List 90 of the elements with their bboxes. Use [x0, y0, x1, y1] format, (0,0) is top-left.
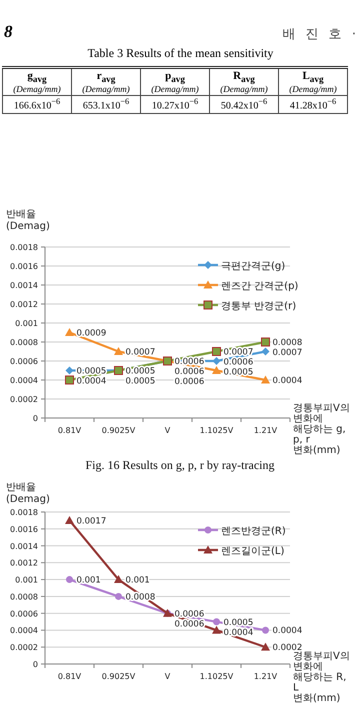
point — [66, 576, 73, 584]
legend-label: 렌즈반경군(R) — [221, 526, 286, 537]
point — [262, 626, 269, 634]
data-label: 0.0005 — [126, 376, 156, 386]
text: 배 진 호 · — [282, 26, 359, 43]
point — [212, 626, 221, 634]
data-label: 0.0006 — [174, 377, 204, 387]
text: Table 3 Results of the mean sensitivity — [86, 46, 274, 61]
text: 50.42x10$^{−6}$ — [210, 96, 278, 114]
y-tick-label: 0.0012 — [10, 558, 38, 568]
point — [261, 376, 270, 384]
x-tick-label: 0.9025V — [102, 672, 136, 681]
data-label: 0.0006 — [224, 358, 254, 368]
legend-label: 경통부 반경군(r) — [221, 301, 296, 312]
point — [65, 328, 74, 336]
data-label: 0.0005 — [126, 366, 156, 376]
point — [213, 618, 220, 626]
y-tick-label: 0.0006 — [10, 609, 38, 618]
legend-label: 극편간격군(g) — [221, 261, 286, 272]
category-label: g$_{avg}$ (Demag/mm) — [13, 70, 61, 94]
y-axis-title: 반배율 (Demag) — [6, 482, 50, 505]
data-label: 0.0006 — [174, 367, 204, 377]
y-tick-label: 0.0008 — [10, 592, 38, 602]
text: 8 — [4, 22, 12, 42]
category-label: R$_{avg}$ (Demag/mm) — [220, 70, 268, 94]
point — [114, 575, 123, 584]
point — [114, 347, 123, 355]
point — [261, 642, 270, 651]
data-label: 0.0017 — [76, 516, 106, 526]
data-label: 0.001 — [76, 576, 101, 586]
text: Fig. 16 Results on g, p, r by ray-tracing — [86, 458, 274, 472]
data-label: 0.001 — [126, 576, 150, 586]
category-label: p$_{avg}$ (Demag/mm) — [151, 70, 199, 94]
y-axis-title: 반배율 (Demag) — [6, 209, 50, 232]
data-label: 0.0007 — [126, 348, 156, 358]
category-label: L$_{avg}$ (Demag/mm) — [289, 70, 337, 94]
x-tick-label: 0.9025V — [102, 426, 136, 435]
text: 653.1x10$^{−6}$ — [72, 96, 140, 114]
text: 166.6x10$^{−6}$ — [2, 96, 72, 114]
data-label: 0.0007 — [224, 348, 254, 358]
x-tick-label: 0.81V — [58, 426, 82, 435]
legend-label: 렌즈길이군(L) — [221, 546, 284, 557]
x-tick-label: 0.81V — [58, 672, 82, 681]
category-label: r$_{avg}$ (Demag/mm) — [82, 70, 130, 94]
y-tick-label: 0.0014 — [10, 542, 38, 551]
data-label: 0.0004 — [76, 376, 106, 386]
point — [262, 348, 270, 356]
legend-label: 렌즈간 간격군(p) — [221, 281, 298, 292]
y-tick-label: 0 — [32, 660, 38, 669]
y-tick-label: 0.0002 — [10, 643, 38, 652]
point — [261, 338, 270, 346]
data-label: 0.0007 — [272, 348, 302, 358]
point — [66, 366, 74, 374]
y-tick-label: 0 — [32, 414, 38, 423]
y-tick-label: 0.0018 — [10, 508, 38, 517]
y-tick-label: 0.0016 — [10, 524, 38, 534]
y-tick-label: 0.0008 — [10, 338, 38, 347]
x-tick-label: 1.21V — [254, 672, 278, 681]
y-tick-label: 0.0006 — [10, 357, 38, 366]
y-tick-label: 0.001 — [15, 319, 38, 328]
data-label: 0.0004 — [272, 376, 302, 386]
y-tick-label: 0.0004 — [10, 626, 38, 636]
y-tick-label: 0.0002 — [10, 395, 38, 404]
data-label: 0.0006 — [174, 609, 204, 620]
data-label: 0.0004 — [224, 628, 254, 638]
x-tick-label: V — [164, 672, 171, 681]
point — [212, 366, 221, 374]
data-label: 0.0008 — [272, 338, 302, 348]
x-axis-title: 경통부피V의 변화에 해당하는 g, p, r 변화(mm) — [293, 403, 350, 456]
x-tick-label: V — [164, 426, 171, 435]
point — [212, 357, 220, 365]
data-label: 0.0009 — [76, 328, 106, 338]
y-tick-label: 0.0014 — [10, 281, 38, 290]
point — [65, 516, 74, 524]
x-tick-label: 1.1025V — [200, 426, 234, 435]
y-tick-label: 0.0018 — [10, 243, 38, 252]
x-tick-label: 1.1025V — [200, 672, 234, 681]
point — [212, 347, 221, 356]
data-label: 0.0006 — [174, 357, 204, 367]
x-axis-title: 경통부피V의 변화에 해당하는 R, L 변화(mm) — [293, 651, 350, 704]
y-tick-label: 0.001 — [15, 576, 38, 585]
y-tick-label: 0.0004 — [10, 376, 38, 385]
text: 41.28x10$^{−6}$ — [278, 96, 348, 114]
data-label: 0.0004 — [272, 626, 302, 636]
x-tick-label: 1.21V — [254, 426, 278, 435]
y-tick-label: 0.0012 — [10, 300, 38, 309]
point — [115, 592, 122, 600]
point — [65, 376, 74, 384]
y-tick-label: 0.0016 — [10, 262, 38, 271]
text: 10.27x10$^{−6}$ — [140, 96, 210, 114]
